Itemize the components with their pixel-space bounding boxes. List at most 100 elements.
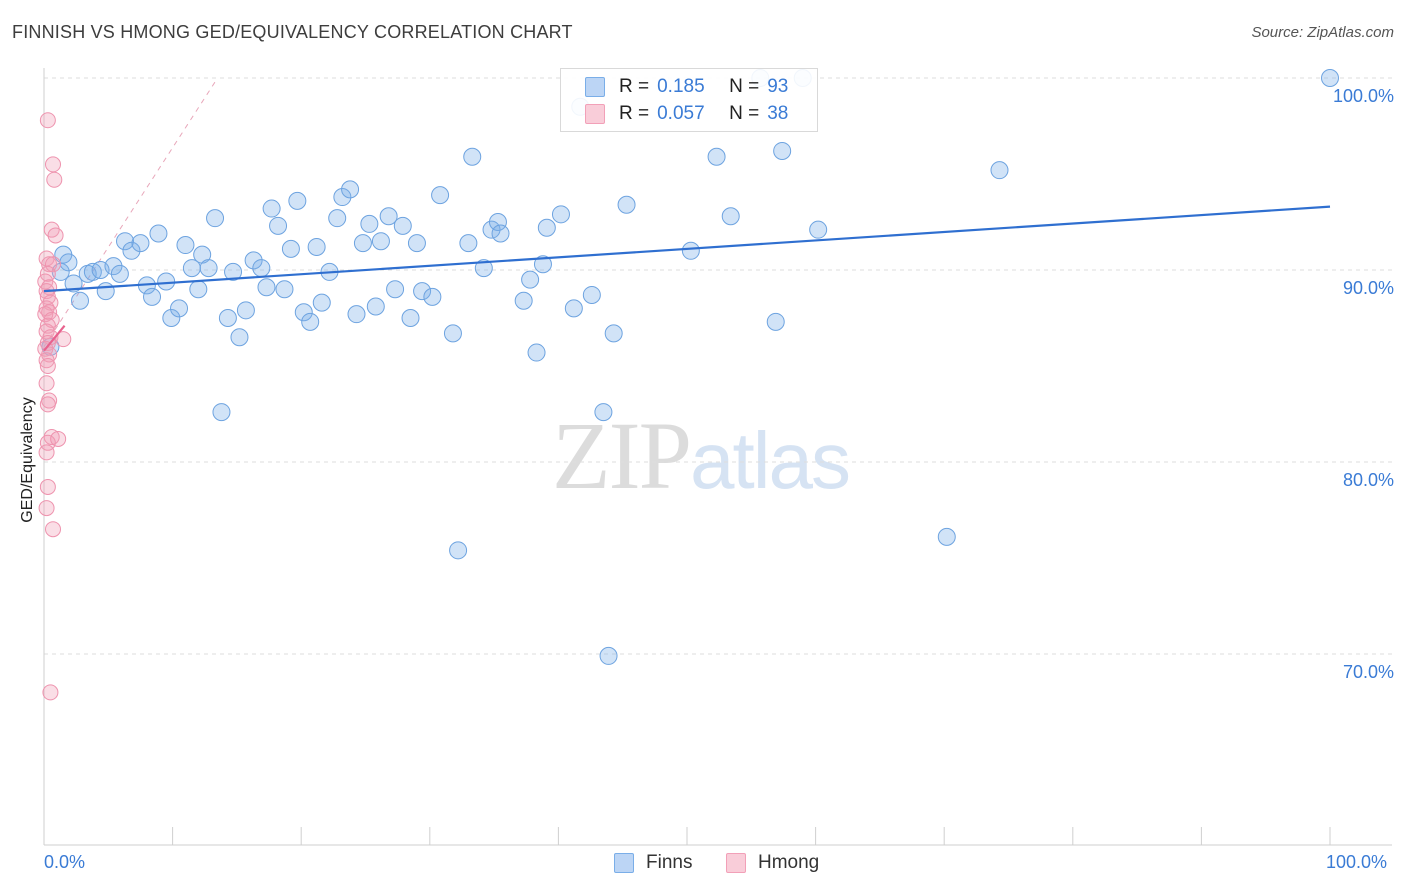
y-tick-label-80: 80.0%	[1342, 470, 1394, 490]
hmong-point	[42, 684, 59, 701]
finns-point	[206, 209, 225, 228]
hmong-point	[45, 521, 62, 538]
bottom-legend-hmong: Hmong	[726, 852, 819, 874]
finns-point	[459, 234, 478, 253]
watermark-zip: ZIP	[552, 402, 692, 509]
chart-title: FINNISH VS HMONG GED/EQUIVALENCY CORRELA…	[12, 22, 573, 42]
finns-point	[401, 309, 420, 327]
finns-n-value: 93	[767, 76, 789, 97]
finns-point	[176, 236, 195, 255]
finns-r-value: 0.185	[657, 76, 705, 97]
bottom-legend-finns: Finns	[614, 852, 692, 874]
n-label: N =	[729, 76, 760, 97]
finns-point	[64, 274, 83, 293]
finns-point	[307, 237, 326, 256]
finns-point	[301, 312, 320, 331]
finns-point	[189, 280, 208, 299]
r-label: R =	[619, 76, 650, 97]
watermark: ZIPatlas	[552, 400, 851, 511]
hmong-point	[45, 156, 62, 173]
finns-point	[431, 186, 450, 205]
finns-point	[521, 270, 540, 289]
finns-point	[294, 303, 313, 322]
finns-point	[551, 205, 570, 224]
hmong-point	[46, 171, 63, 188]
finns-point	[59, 253, 78, 272]
finns-point	[564, 299, 583, 318]
hmong-point	[45, 256, 62, 273]
finns-point	[71, 291, 90, 310]
stats-legend: R = 0.185 N = 93 R = 0.057 N = 38	[560, 68, 818, 132]
hmong-point	[38, 375, 55, 392]
finns-point	[236, 301, 255, 320]
finns-point	[218, 309, 237, 327]
finns-point	[244, 251, 263, 270]
finns-point	[131, 234, 150, 253]
finns-point	[393, 216, 412, 235]
finns-point	[199, 259, 218, 278]
hmong-swatch	[585, 104, 605, 124]
finns-point	[366, 297, 385, 316]
hmong-point	[38, 500, 55, 517]
legend-row-finns: R = 0.185 N = 93	[585, 75, 788, 99]
finns-point	[379, 207, 398, 226]
finns-point	[353, 234, 372, 253]
finns-point	[443, 324, 462, 343]
hmong-point	[39, 478, 56, 495]
finns-point	[360, 214, 379, 233]
finns-point	[371, 232, 390, 251]
hmong-legend-label: Hmong	[758, 852, 820, 873]
finns-point	[149, 224, 168, 243]
finns-trend-line	[43, 205, 1331, 293]
finns-point	[594, 403, 613, 422]
finns-point	[407, 234, 426, 253]
y-tick-label-90: 90.0%	[1342, 278, 1394, 298]
finns-point	[488, 213, 507, 231]
finns-point	[604, 324, 623, 343]
finns-point	[312, 293, 331, 312]
finns-point	[463, 147, 482, 166]
finns-point	[773, 141, 792, 160]
watermark-atlas: atlas	[690, 416, 851, 505]
finns-point	[122, 241, 141, 260]
finns-point	[104, 257, 123, 276]
finns-point	[482, 220, 501, 239]
finns-point	[617, 195, 636, 214]
finns-point	[170, 299, 189, 318]
hmong-point	[39, 112, 56, 129]
y-axis-label: GED/Equivalency	[19, 397, 36, 523]
finns-legend-swatch	[614, 853, 634, 873]
finns-point	[230, 328, 249, 347]
finns-point	[599, 646, 618, 665]
finns-point	[341, 180, 360, 199]
source-credit: Source: ZipAtlas.com	[1251, 24, 1394, 41]
finns-point	[275, 280, 294, 299]
finns-point	[110, 264, 129, 283]
finns-point	[386, 280, 405, 299]
x-tick-label-max: 100.0%	[1326, 852, 1388, 872]
finns-point	[224, 262, 243, 281]
hmong-r-value: 0.057	[657, 103, 705, 124]
hmong-point	[39, 358, 56, 374]
hmong-legend-swatch	[726, 853, 746, 873]
finns-point	[990, 161, 1009, 180]
x-tick-label-min: 0.0%	[44, 852, 86, 872]
finns-point	[262, 199, 281, 218]
finns-point	[1321, 69, 1339, 87]
finns-point	[707, 147, 726, 166]
finns-point	[809, 220, 828, 239]
reference-diagonal	[43, 77, 219, 348]
finns-point	[162, 309, 181, 327]
hmong-point	[55, 331, 72, 348]
finns-point	[116, 232, 135, 251]
finns-point	[474, 259, 493, 278]
finns-point	[582, 285, 601, 304]
finns-point	[212, 403, 231, 422]
finns-point	[257, 278, 276, 297]
finns-point	[514, 291, 533, 310]
finns-point	[347, 305, 366, 324]
finns-point	[157, 272, 176, 291]
finns-point	[96, 282, 115, 301]
finns-point	[491, 224, 510, 243]
